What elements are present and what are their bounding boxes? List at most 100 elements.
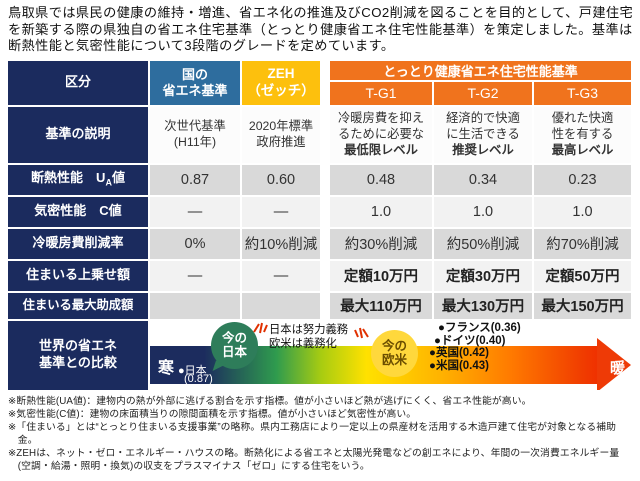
obligation-note: 日本は努力義務 欧米は義務化	[269, 323, 348, 352]
row-label-world-comparison: 世界の省エネ 基準との比較	[8, 320, 148, 390]
column-gap	[322, 61, 328, 105]
obligation-note-line1: 日本は努力義務	[269, 323, 349, 336]
national-standard-header: 国の 省エネ基準	[150, 60, 240, 105]
column-gap	[322, 165, 328, 195]
description-tg3-line2: 性を有する	[551, 127, 614, 141]
description-national-line1: 次世代基準	[164, 119, 226, 134]
c-value-tg2: 1.0	[434, 196, 532, 227]
grade-header-tg3: T-G3	[534, 81, 631, 105]
tottori-standard-header: とっとり健康省エネ住宅性能基準	[330, 60, 631, 80]
current-japan-badge: 今の 日本	[211, 321, 258, 369]
c-value-tg1: 1.0	[330, 196, 432, 227]
ua-label-text: 断熱性能 U	[31, 170, 106, 186]
emphasis-marks-icon	[354, 327, 369, 339]
saving-value-national: 0%	[150, 228, 240, 259]
world-comparison-graphic: 寒 暖 ●日本 (0.87) 今の 日本 日本は努力義務 欧米は義務化 今の 欧…	[150, 320, 631, 390]
column-gap	[322, 229, 328, 259]
world-label-line1: 世界の省エネ	[38, 338, 117, 354]
national-header-line1: 国の	[181, 66, 208, 82]
grade-header-tg1: T-G1	[330, 81, 432, 105]
current-japan-badge-line1: 今の	[221, 331, 247, 345]
ua-value-zeh: 0.60	[242, 164, 320, 195]
max-subsidy-zeh	[242, 292, 320, 319]
row-label-c: 気密性能 C値	[8, 196, 148, 227]
description-tg1: 冷暖房費を抑え るために必要な 最低限レベル	[330, 106, 432, 163]
ua-value-tg3: 0.23	[534, 164, 631, 195]
row-label-addition: 住まいる上乗せ額	[8, 260, 148, 291]
description-tg2: 経済的で快適 に生活できる 推奨レベル	[434, 106, 532, 163]
intro-paragraph: 鳥取県では県民の健康の維持・増進、省エネ化の推進及びCO2削減を図ることを目的と…	[8, 5, 634, 54]
row-label-max-subsidy: 住まいる最大助成額	[8, 292, 148, 319]
column-gap	[322, 197, 328, 227]
description-tg1-line1: 冷暖房費を抑え	[337, 111, 425, 126]
world-label-line2: 基準との比較	[39, 355, 117, 371]
saving-value-tg1: 約30%削減	[330, 228, 432, 259]
ua-value-tg1: 0.48	[330, 164, 432, 195]
footnote-zeh: ※ZEHは、ネット・ゼロ・エネルギー・ハウスの略。断熱化による省エネと太陽光発電…	[8, 447, 620, 472]
column-gap	[322, 293, 328, 319]
country-uk: ●英国(0.42)	[429, 347, 489, 360]
japan-ua-value: (0.87)	[184, 372, 213, 385]
description-tg2-line2: に生活できる	[446, 127, 520, 141]
c-value-zeh: ―	[242, 196, 320, 227]
zeh-header-line2: （ゼッチ）	[247, 82, 315, 98]
country-usa: ●米国(0.43)	[429, 359, 489, 372]
saving-value-tg3: 約70%削減	[534, 228, 631, 259]
current-west-badge-line2: 欧米	[381, 353, 407, 368]
addition-value-tg3: 定額50万円	[534, 260, 631, 291]
emphasis-marks-icon	[253, 322, 268, 334]
saving-value-zeh: 約10%削減	[242, 228, 320, 259]
row-label-saving: 冷暖房費削減率	[8, 228, 148, 259]
ua-label-subscript: A	[105, 177, 112, 188]
warm-label: 暖	[609, 359, 625, 377]
standards-table: 区分 国の 省エネ基準 ZEH （ゼッチ） とっとり健康省エネ住宅性能基準 T-…	[6, 59, 633, 392]
addition-value-tg1: 定額10万円	[330, 260, 432, 291]
description-zeh-line1: 2020年標準	[248, 119, 314, 134]
country-france: ●フランス(0.36)	[438, 321, 521, 334]
description-national-line2: (H11年)	[173, 134, 217, 149]
row-label-ua: 断熱性能 UA値	[8, 164, 148, 195]
description-tg1-level: 最低限レベル	[344, 142, 418, 157]
footnote-sumaile: ※「住まいる」とは“とっとり住まいる支援事業”の略称。県内工務店により一定以上の…	[8, 421, 617, 446]
arrowhead-right	[597, 337, 631, 390]
current-west-badge: 今の 欧米	[371, 329, 418, 377]
addition-value-national: ―	[150, 260, 240, 291]
current-west-badge-line1: 今の	[381, 339, 407, 353]
description-national: 次世代基準 (H11年)	[150, 106, 240, 163]
description-zeh: 2020年標準 政府推進	[242, 106, 320, 163]
cold-label: 寒	[158, 359, 175, 377]
zeh-header-line1: ZEH	[267, 66, 295, 81]
description-tg2-line1: 経済的で快適	[446, 111, 520, 126]
description-tg2-level: 推奨レベル	[452, 142, 514, 157]
footnote-ua: ※断熱性能(UA値)：建物内の熱が外部に逃げる割合を示す指標。値が小さいほど熱が…	[8, 395, 532, 407]
zeh-header: ZEH （ゼッチ）	[242, 60, 320, 105]
column-gap	[322, 107, 328, 163]
ua-label-tail: 値	[111, 170, 125, 186]
c-value-tg3: 1.0	[534, 196, 631, 227]
description-tg3-level: 最高レベル	[551, 142, 614, 157]
footnotes: ※断熱性能(UA値)：建物内の熱が外部に逃げる割合を示す指標。値が小さいほど熱が…	[8, 395, 632, 473]
obligation-note-line2: 欧米は義務化	[269, 338, 337, 351]
ua-value-tg2: 0.34	[434, 164, 532, 195]
max-subsidy-tg1: 最大110万円	[330, 292, 432, 319]
description-tg1-line2: るために必要な	[337, 127, 425, 141]
max-subsidy-tg3: 最大150万円	[534, 292, 631, 319]
addition-value-zeh: ―	[242, 260, 320, 291]
ua-value-national: 0.87	[150, 164, 240, 195]
c-value-national: ―	[150, 196, 240, 227]
row-label-description: 基準の説明	[8, 106, 148, 163]
country-germany: ●ドイツ(0.40)	[434, 334, 506, 347]
max-subsidy-national	[150, 292, 240, 319]
max-subsidy-tg2: 最大130万円	[434, 292, 532, 319]
description-tg3-line1: 優れた快適	[551, 111, 614, 126]
footnote-c: ※気密性能(C値)：建物の床面積当りの隙間面積を示す指標。値が小さいほど気密性が…	[8, 408, 417, 420]
addition-value-tg2: 定額30万円	[434, 260, 532, 291]
grade-header-tg2: T-G2	[434, 81, 532, 105]
saving-value-tg2: 約50%削減	[434, 228, 532, 259]
country-values-list: ●フランス(0.36) ●ドイツ(0.40) ●英国(0.42) ●米国(0.4…	[429, 322, 521, 373]
current-japan-badge-line2: 日本	[221, 345, 247, 360]
column-gap	[322, 261, 328, 291]
category-header: 区分	[8, 60, 148, 105]
national-header-line2: 省エネ基準	[162, 82, 228, 98]
description-tg3: 優れた快適 性を有する 最高レベル	[534, 106, 631, 163]
